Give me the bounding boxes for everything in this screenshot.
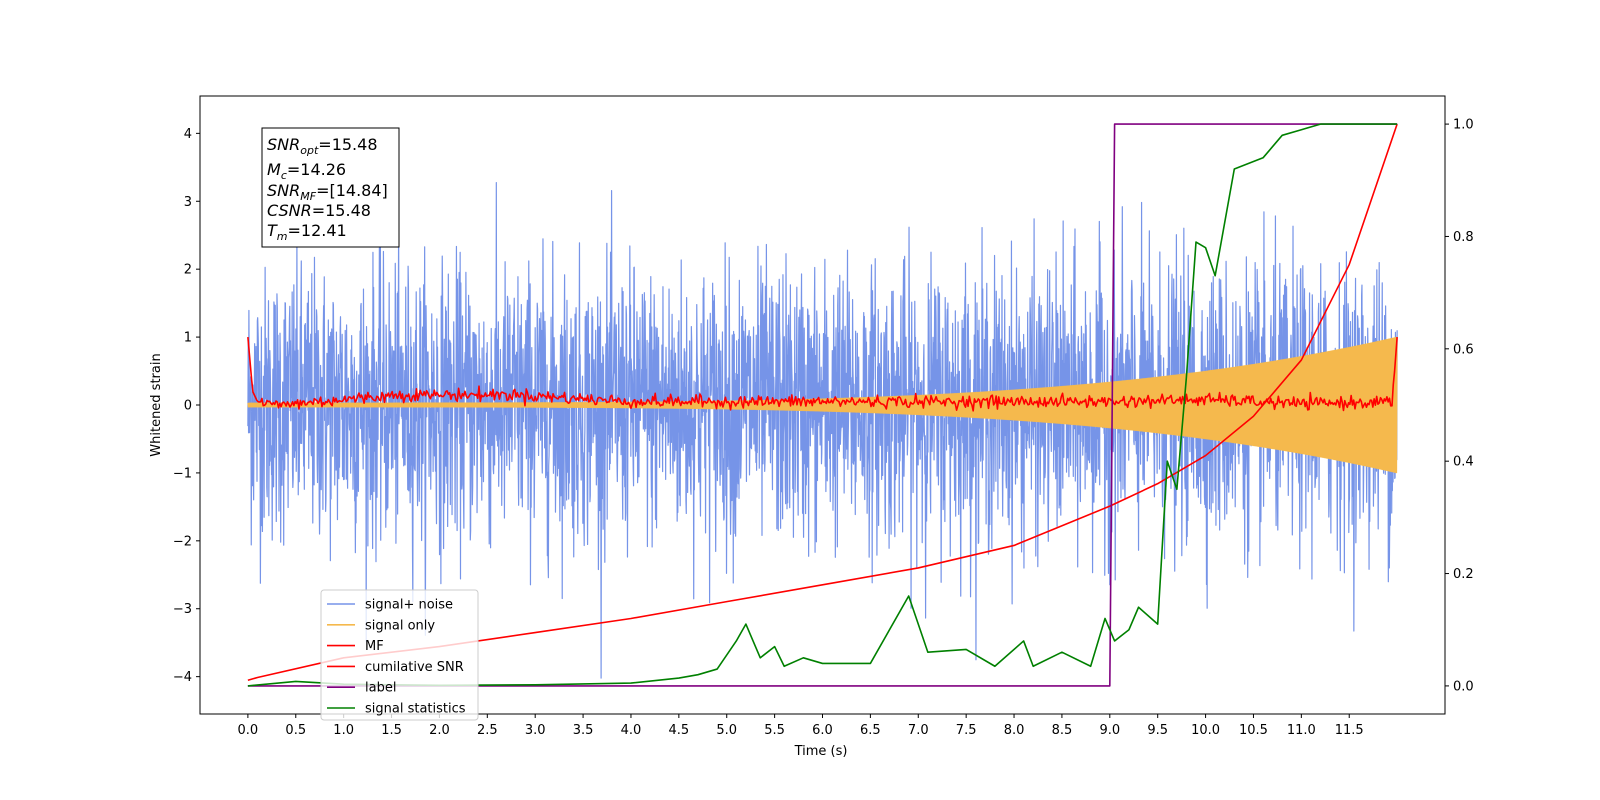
y2-tick-label: 0.0	[1453, 679, 1474, 694]
y2-tick-label: 0.4	[1453, 455, 1474, 470]
x-tick-label: 11.5	[1335, 723, 1364, 738]
y-tick-label: −1	[173, 466, 192, 481]
y2-tick-label: 0.2	[1453, 567, 1474, 582]
x-tick-label: 6.0	[812, 723, 833, 738]
series-signal-noise-line	[247, 181, 1398, 679]
legend-label-cumilative-snr: cumilative SNR	[365, 660, 464, 675]
y-tick-label: 2	[184, 263, 192, 278]
info-mc-sub: c	[281, 169, 287, 182]
y-tick-label: 4	[184, 127, 192, 142]
info-snr-opt-sub: opt	[300, 144, 319, 157]
y-axis-ticks: −4 −3 −2 −1 0 1 2 3 4	[173, 127, 200, 685]
x-tick-label: 10.5	[1239, 723, 1268, 738]
y2-tick-label: 1.0	[1453, 118, 1474, 133]
info-csnr: CSNR=15.48	[267, 201, 371, 220]
info-snr-mf-base: SNR	[267, 181, 300, 200]
info-snr-mf: SNRMF=[14.84]	[267, 181, 388, 203]
x-tick-label: 7.5	[956, 723, 977, 738]
y-tick-label: −4	[173, 670, 192, 685]
y-tick-label: 1	[184, 331, 192, 346]
legend-label-signal-only: signal only	[365, 618, 435, 633]
x-tick-label: 0.5	[285, 723, 306, 738]
x-tick-label: 9.5	[1147, 723, 1168, 738]
info-tm: Tm=12.41	[267, 221, 347, 243]
info-csnr-value: =15.48	[312, 201, 371, 220]
x-axis-label: Time (s)	[794, 744, 848, 759]
info-snr-opt: SNRopt=15.48	[267, 135, 378, 157]
y-tick-label: 3	[184, 195, 192, 210]
y2-axis-ticks: 0.0 0.2 0.4 0.6 0.8 1.0	[1445, 118, 1474, 694]
info-tm-sub: m	[277, 230, 288, 243]
x-tick-label: 10.0	[1191, 723, 1220, 738]
x-tick-label: 5.0	[716, 723, 737, 738]
x-tick-label: 0.0	[238, 723, 259, 738]
legend-label-mf: MF	[365, 639, 384, 654]
x-tick-label: 2.0	[429, 723, 450, 738]
y-axis-label: Whitened strain	[149, 353, 164, 456]
y-tick-label: −3	[173, 602, 192, 617]
info-mc-value: =14.26	[287, 160, 346, 179]
info-tm-base: T	[267, 221, 278, 240]
info-box-frame	[261, 127, 400, 248]
info-csnr-base: CSNR	[267, 201, 312, 220]
x-tick-label: 5.5	[764, 723, 785, 738]
x-tick-label: 4.5	[669, 723, 690, 738]
x-tick-label: 1.5	[381, 723, 402, 738]
x-axis-ticks: 0.0 0.5 1.0 1.5 2.0 2.5 3.0 3.5 4.0 4.5 5.0 5.5 6.0 6…	[238, 714, 1364, 738]
x-tick-label: 3.0	[525, 723, 546, 738]
legend: signal+ noise signal only MF cumilative SNR…	[320, 589, 479, 721]
info-snr-opt-base: SNR	[267, 135, 300, 154]
legend-label-label: label	[365, 681, 396, 696]
info-snr-opt-value: =15.48	[318, 135, 377, 154]
info-mc-base: M	[267, 160, 281, 179]
legend-frame	[320, 589, 479, 721]
series-mf-line	[247, 337, 1398, 412]
x-tick-label: 6.5	[860, 723, 881, 738]
info-mc: Mc=14.26	[267, 160, 346, 182]
x-tick-label: 3.5	[573, 723, 594, 738]
x-tick-label: 9.0	[1099, 723, 1120, 738]
y-tick-label: 0	[184, 399, 192, 414]
y2-tick-label: 0.6	[1453, 342, 1474, 357]
x-tick-label: 4.0	[621, 723, 642, 738]
info-snr-mf-value: =[14.84]	[316, 181, 388, 200]
series-signal-only-line	[247, 336, 1398, 474]
x-tick-label: 8.0	[1004, 723, 1025, 738]
series-label-line	[247, 123, 1398, 687]
x-tick-label: 8.5	[1052, 723, 1073, 738]
y2-tick-label: 0.8	[1453, 230, 1474, 245]
x-tick-label: 7.0	[908, 723, 929, 738]
legend-label-signal-noise: signal+ noise	[365, 598, 453, 613]
x-tick-label: 2.5	[477, 723, 498, 738]
info-box: SNRopt=15.48 Mc=14.26 SNRMF=[14.84] CSNR…	[261, 127, 400, 248]
series-signal-statistics-line	[247, 123, 1398, 687]
x-tick-label: 1.0	[333, 723, 354, 738]
x-tick-label: 11.0	[1287, 723, 1316, 738]
info-tm-value: =12.41	[288, 221, 347, 240]
info-snr-mf-sub: MF	[300, 190, 316, 203]
y-tick-label: −2	[173, 534, 192, 549]
legend-label-signal-statistics: signal statistics	[365, 702, 466, 717]
